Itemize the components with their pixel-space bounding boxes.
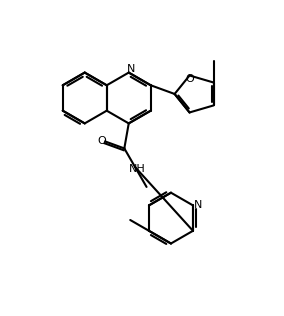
Text: N: N: [194, 200, 202, 210]
Text: N: N: [127, 64, 135, 74]
Text: O: O: [185, 74, 194, 83]
Text: O: O: [97, 137, 106, 146]
Text: NH: NH: [129, 164, 146, 174]
